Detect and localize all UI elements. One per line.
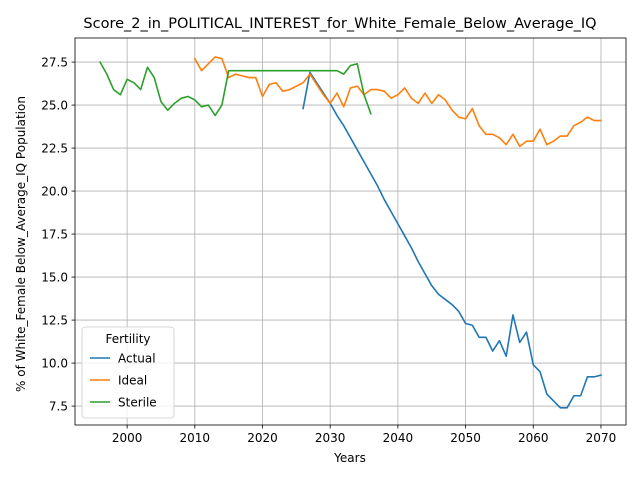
x-tick-label: 2040 [383, 431, 414, 445]
y-tick-label: 20.0 [41, 184, 68, 198]
legend-label-actual: Actual [118, 351, 156, 365]
y-tick-label: 12.5 [41, 313, 68, 327]
y-tick-label: 17.5 [41, 227, 68, 241]
x-tick-label: 2050 [450, 431, 481, 445]
x-tick-label: 2030 [315, 431, 346, 445]
series-line-actual [302, 71, 602, 409]
series-line-ideal [193, 56, 602, 148]
y-tick-label: 25.0 [41, 98, 68, 112]
x-tick-label: 2020 [247, 431, 278, 445]
plot-frame [74, 37, 627, 426]
legend-title: Fertility [105, 332, 150, 346]
y-tick-label: 15.0 [41, 270, 68, 284]
y-tick-label: 22.5 [41, 141, 68, 155]
x-tick-label: 2060 [518, 431, 549, 445]
y-tick-label: 7.5 [49, 399, 68, 413]
x-tick-label: 2000 [112, 431, 143, 445]
legend: Fertility Actual Ideal Sterile [81, 326, 175, 419]
x-tick-label: 2070 [586, 431, 617, 445]
y-tick-label: 27.5 [41, 55, 68, 69]
legend-box [81, 326, 175, 419]
chart-title: Score_2_in_POLITICAL_INTEREST_for_White_… [83, 16, 596, 32]
x-tick-label: 2010 [180, 431, 211, 445]
series-layer [98, 56, 602, 409]
series-line-sterile [98, 60, 372, 117]
legend-label-ideal: Ideal [118, 373, 147, 387]
x-axis-label: Years [333, 451, 366, 465]
axis-ticks: 2000 2010 2020 2030 2040 2050 2060 2070 7.5 10.0 1… [41, 55, 616, 445]
y-axis-label: % of White_Female Below_Average_IQ Popul… [14, 96, 28, 392]
y-tick-label: 10.0 [41, 356, 68, 370]
legend-label-sterile: Sterile [118, 395, 157, 409]
